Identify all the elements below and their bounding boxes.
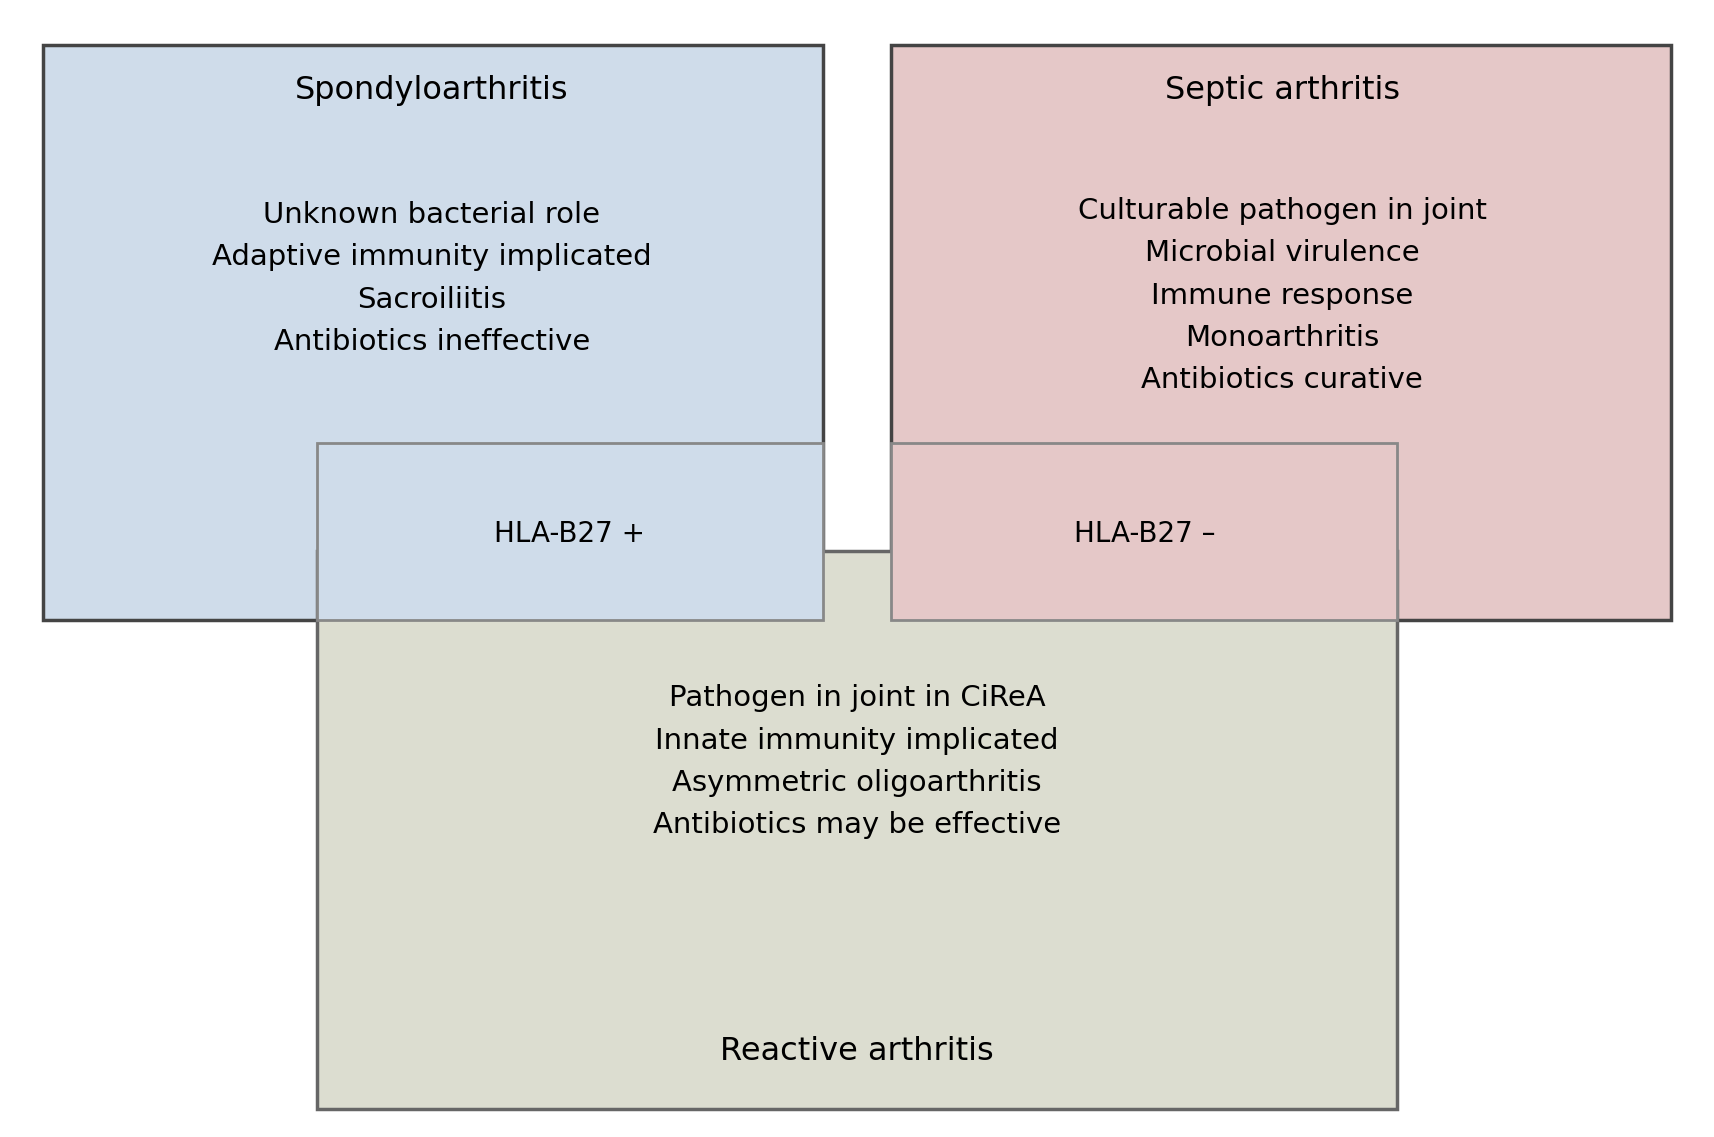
FancyBboxPatch shape xyxy=(43,45,823,620)
FancyBboxPatch shape xyxy=(891,45,1671,620)
FancyBboxPatch shape xyxy=(317,443,823,620)
Text: Pathogen in joint in CiReA
Innate immunity implicated
Asymmetric oligoarthritis
: Pathogen in joint in CiReA Innate immuni… xyxy=(653,684,1061,839)
Text: Septic arthritis: Septic arthritis xyxy=(1164,75,1400,107)
FancyBboxPatch shape xyxy=(891,443,1397,620)
Text: Unknown bacterial role
Adaptive immunity implicated
Sacroiliitis
Antibiotics ine: Unknown bacterial role Adaptive immunity… xyxy=(213,201,651,356)
Text: Culturable pathogen in joint
Microbial virulence
Immune response
Monoarthritis
A: Culturable pathogen in joint Microbial v… xyxy=(1078,197,1486,395)
Text: Reactive arthritis: Reactive arthritis xyxy=(720,1036,994,1068)
Text: HLA-B27 –: HLA-B27 – xyxy=(1075,521,1215,548)
Text: Spondyloarthritis: Spondyloarthritis xyxy=(295,75,569,107)
FancyBboxPatch shape xyxy=(317,551,1397,1109)
Text: HLA-B27 +: HLA-B27 + xyxy=(494,521,644,548)
